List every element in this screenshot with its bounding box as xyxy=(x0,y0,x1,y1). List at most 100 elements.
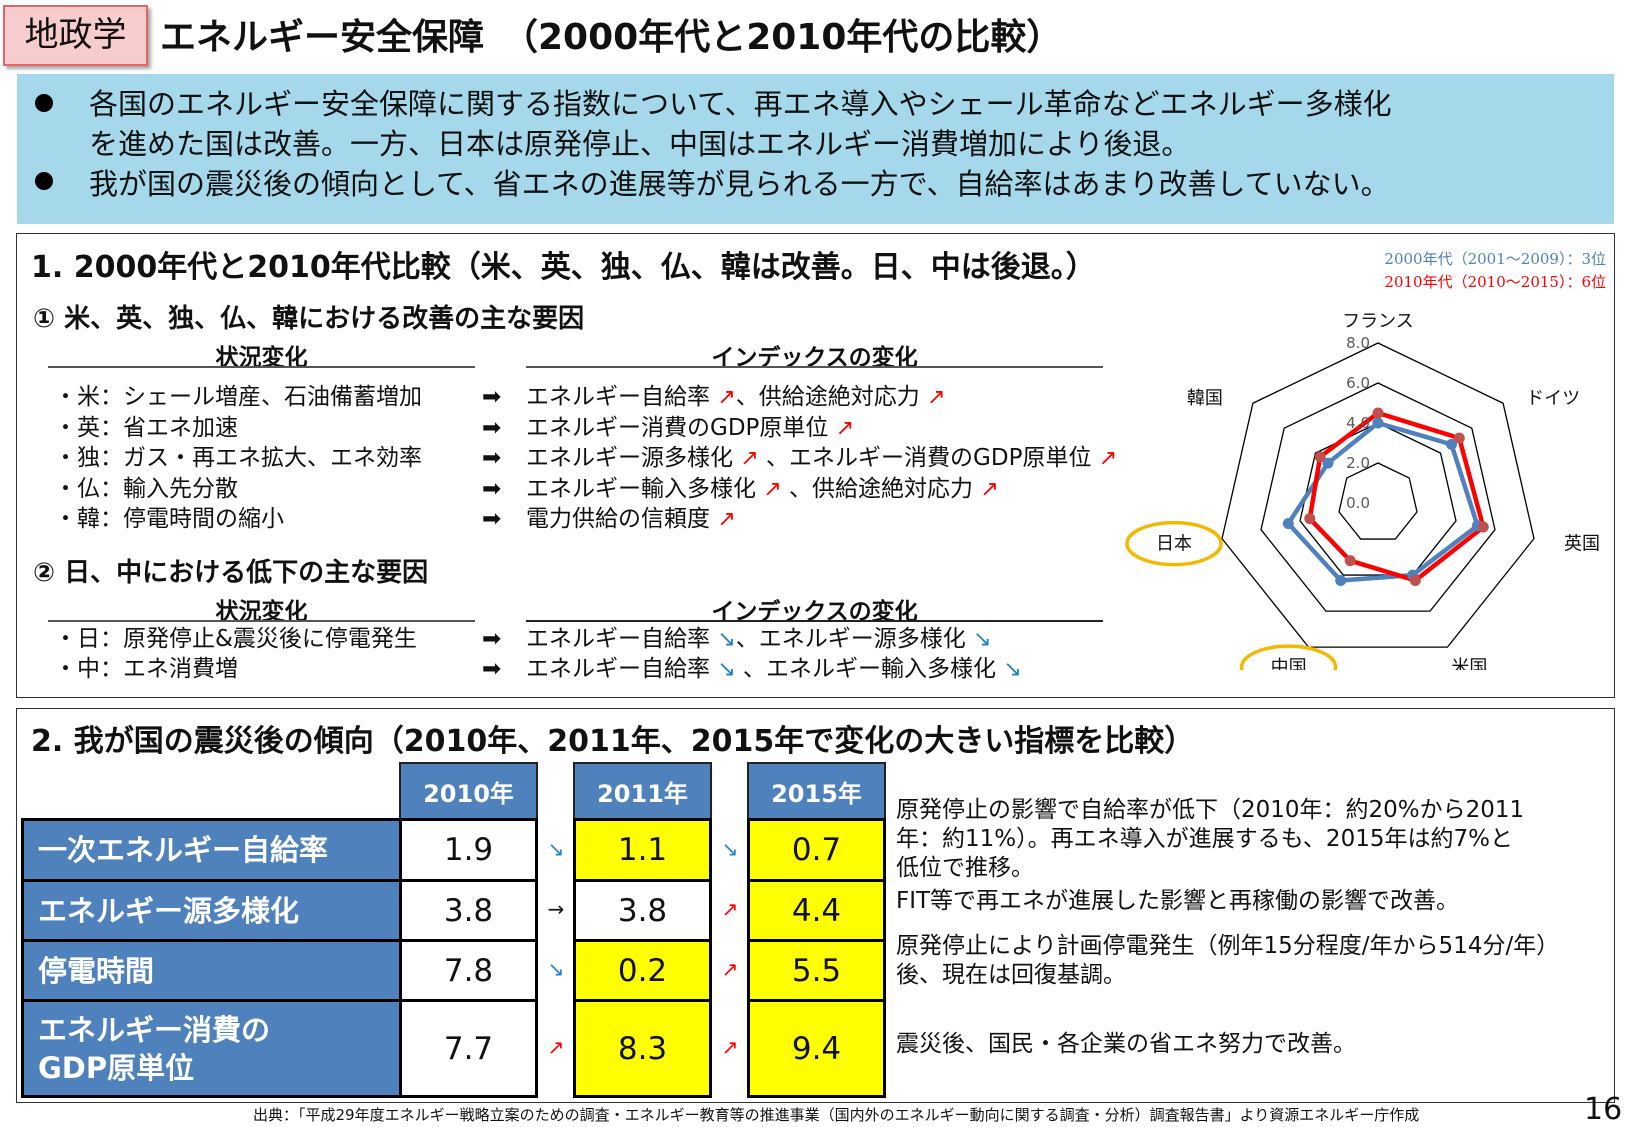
highlight-ellipse xyxy=(1125,520,1223,567)
arrow-down-icon: ↘ xyxy=(1003,657,1022,682)
value-cell: 3.8 xyxy=(399,879,538,942)
index-name: エネルギー自給率 xyxy=(526,384,718,410)
data-point xyxy=(1322,457,1334,469)
index-name: エネルギー自給率 xyxy=(526,656,718,682)
tick-label: 4.0 xyxy=(1346,414,1370,432)
trend-up-icon: ↗ xyxy=(721,1035,739,1059)
arrow-up-icon: ↗ xyxy=(1098,446,1118,471)
arrow-up-icon: ↗ xyxy=(717,385,736,410)
right-arrow-icon: ➡ xyxy=(482,384,502,410)
sub1-title: ① 米、英、独、仏、韓における改善の主な要因 xyxy=(33,304,585,334)
situation-text: ・米：シェール増産、石油備蓄増加 xyxy=(54,384,422,410)
situation-text: ・英：省エネ加速 xyxy=(54,414,238,441)
indicator-label: エネルギー源多様化 xyxy=(21,879,402,942)
trend-up-icon: ↗ xyxy=(721,957,739,981)
index-name: 、供給途絶対応力 xyxy=(781,475,981,502)
note-text: FIT等で再エネが進展した影響と再稼働の影響で改善。 xyxy=(896,888,1460,914)
situation-text: ・中：エネ消費増 xyxy=(54,656,238,682)
data-point xyxy=(1477,521,1489,533)
value-cell: 8.3 xyxy=(573,999,712,1098)
divider xyxy=(48,366,475,368)
value-cell: 1.9 xyxy=(399,818,538,882)
indicator-label: 停電時間 xyxy=(21,939,402,1002)
index-name: エネルギー消費のGDP原単位 xyxy=(526,414,836,441)
bullet-icon xyxy=(35,172,53,190)
right-arrow-icon: ➡ xyxy=(482,626,502,652)
grid-ring xyxy=(1260,382,1496,612)
axis-label: ドイツ xyxy=(1526,388,1580,409)
trend-up-icon: ↗ xyxy=(547,1035,565,1059)
grid-ring xyxy=(1299,422,1457,576)
index-change-text: エネルギー消費のGDP原単位 ↗ xyxy=(526,413,854,444)
page-number: 16 xyxy=(1584,1092,1623,1127)
axis-label: 中国 xyxy=(1271,657,1307,670)
note-text: 後、現在は回復基調。 xyxy=(896,962,1126,988)
index-name: 、エネルギー消費のGDP原単位 xyxy=(758,445,1099,471)
divider xyxy=(526,620,1103,622)
right-arrow-icon: ➡ xyxy=(482,445,502,471)
divider xyxy=(48,620,475,622)
data-point xyxy=(1282,517,1294,529)
data-point xyxy=(1445,438,1457,450)
tick-label: 0.0 xyxy=(1346,494,1370,512)
index-change-text: エネルギー輸入多様化 ↗ 、供給途絶対応力 ↗ xyxy=(526,474,999,505)
value-cell: 4.4 xyxy=(747,879,886,942)
year-header: 2010年 xyxy=(399,762,538,820)
legend-2000s: 2000年代（2001～2009）：3位 xyxy=(1384,250,1606,268)
data-point xyxy=(1409,574,1421,586)
axis-label: 日本 xyxy=(1156,534,1192,555)
year-header: 2011年 xyxy=(573,762,712,820)
index-name: エネルギー輸入多様化 xyxy=(526,475,764,502)
right-arrow-icon: ➡ xyxy=(482,414,502,441)
section2-title: 2. 我が国の震災後の傾向（2010年、2011年、2015年で変化の大きい指標… xyxy=(31,724,1195,759)
arrow-down-icon: ↘ xyxy=(717,627,736,652)
value-cell: 7.7 xyxy=(399,999,538,1098)
value-cell: 0.2 xyxy=(573,939,712,1002)
value-cell: 9.4 xyxy=(747,999,886,1098)
trend-down-icon: ↘ xyxy=(547,836,565,861)
note-text: 原発停止の影響で自給率が低下（2010年：約20%から2011 xyxy=(896,797,1525,823)
legend-2010s: 2010年代（2010～2015）：6位 xyxy=(1384,273,1606,291)
data-point xyxy=(1372,407,1384,419)
index-name: 、エネルギー源多様化 xyxy=(735,626,974,652)
data-point xyxy=(1314,451,1326,463)
right-arrow-icon: ➡ xyxy=(482,475,502,502)
value-cell: 0.7 xyxy=(747,818,886,882)
index-name: 、エネルギー輸入多様化 xyxy=(735,656,1004,682)
situation-text: ・仏：輸入先分散 xyxy=(54,475,238,502)
situation-text: ・独：ガス・再エネ拡大、エネ効率 xyxy=(54,445,422,471)
highlight-ellipse xyxy=(1239,644,1338,670)
axis-label: 韓国 xyxy=(1187,388,1223,409)
value-cell: 5.5 xyxy=(747,939,886,1002)
axis-label: 米国 xyxy=(1451,657,1487,670)
data-point xyxy=(1304,513,1316,525)
arrow-down-icon: ↘ xyxy=(717,657,736,682)
index-name: エネルギー源多様化 xyxy=(526,445,741,471)
note-text: 震災後、国民・各企業の省エネ努力で改善。 xyxy=(896,1031,1356,1057)
index-change-text: エネルギー源多様化 ↗ 、エネルギー消費のGDP原単位 ↗ xyxy=(526,443,1117,474)
index-name: エネルギー自給率 xyxy=(526,626,718,652)
data-point xyxy=(1372,417,1384,429)
arrow-up-icon: ↗ xyxy=(763,476,782,502)
section1-title: 1. 2000年代と2010年代比較（米、英、独、仏、韓は改善。日、中は後退。） xyxy=(31,250,1096,285)
series-line xyxy=(1307,410,1486,583)
right-arrow-icon: ➡ xyxy=(482,506,502,532)
source-note: 出典：「平成29年度エネルギー戦略立案のための調査・エネルギー教育等の推進事業（… xyxy=(253,1106,1420,1124)
indicator-label: 一次エネルギー自給率 xyxy=(21,818,402,882)
summary-text: 我が国の震災後の傾向として、省エネの進展等が見られる一方で、自給率はあまり改善し… xyxy=(89,167,1390,201)
summary-text: 各国のエネルギー安全保障に関する指数について、再エネ導入やシェール革命などエネル… xyxy=(89,87,1392,121)
arrow-up-icon: ↗ xyxy=(740,446,759,471)
arrow-up-icon: ↗ xyxy=(927,385,946,410)
index-change-text: エネルギー自給率 ↘、エネルギー源多様化 ↘ xyxy=(526,624,992,655)
bullet-icon xyxy=(35,94,53,112)
note-text: 原発停止により計画停電発生（例年15分程度/年から514分/年） xyxy=(896,933,1560,959)
summary-box: 各国のエネルギー安全保障に関する指数について、再エネ導入やシェール革命などエネル… xyxy=(17,74,1614,224)
note-text: 低位で推移。 xyxy=(896,855,1034,881)
series-line xyxy=(1286,420,1480,583)
index-name: 電力供給の信頼度 xyxy=(526,506,718,532)
arrow-up-icon: ↗ xyxy=(980,476,999,502)
indicator-label: エネルギー消費の GDP原単位 xyxy=(21,999,402,1098)
value-cell: 1.1 xyxy=(573,818,712,882)
index-change-text: エネルギー自給率 ↗、供給途絶対応力 ↗ xyxy=(526,382,946,413)
